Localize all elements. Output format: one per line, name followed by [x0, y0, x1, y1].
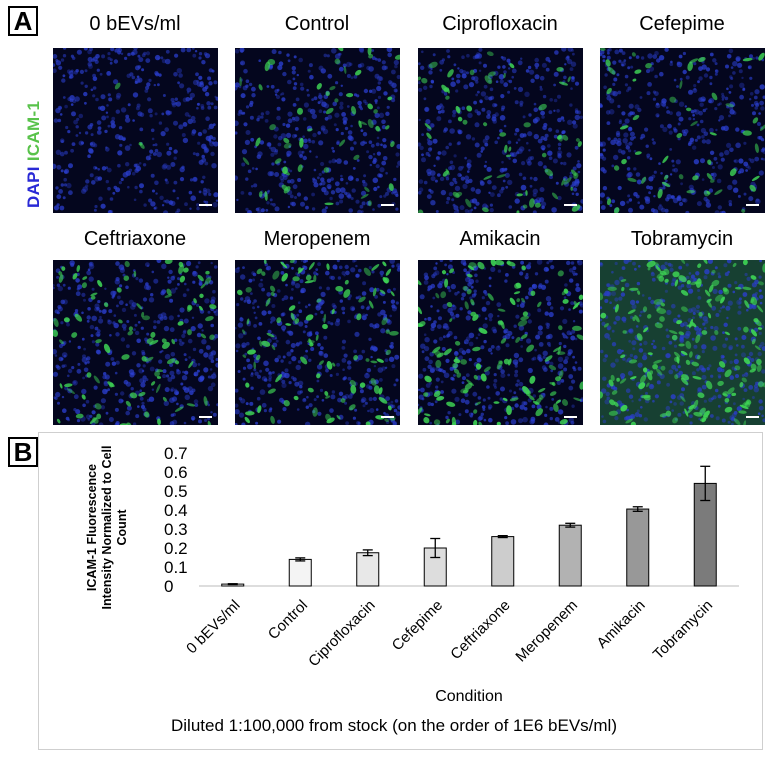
stain-label: DAPI ICAM-1 — [24, 101, 44, 208]
y-tick-label: 0.5 — [164, 482, 188, 501]
x-tick-label: 0 bEVs/ml — [183, 597, 243, 657]
micrograph-image — [418, 48, 583, 213]
micrograph-label: Amikacin — [459, 228, 541, 250]
y-tick-label: 0.3 — [164, 520, 188, 539]
x-tick-label: Amikacin — [594, 597, 649, 652]
y-tick-label: 0.6 — [164, 463, 188, 482]
y-tick-label: 0.2 — [164, 539, 188, 558]
micrograph-label: Cefepime — [639, 13, 725, 35]
stain-icam-label: ICAM-1 — [24, 100, 43, 162]
scale-bar — [381, 204, 394, 206]
micrograph-image — [53, 48, 218, 213]
x-tick-label: Ceftriaxone — [447, 597, 513, 663]
micrograph-image — [600, 260, 765, 425]
micrograph-cells — [53, 260, 218, 425]
y-tick-label: 0.4 — [164, 501, 188, 520]
y-tick-label: 0.1 — [164, 558, 188, 577]
bar — [491, 536, 515, 587]
stain-dapi-label: DAPI — [24, 166, 43, 208]
y-axis-label-line: ICAM-1 Fluorescence — [85, 464, 99, 591]
x-tick-label: Ciprofloxacin — [305, 597, 378, 670]
scale-bar — [199, 416, 212, 418]
chart-caption: Diluted 1:100,000 from stock (on the ord… — [171, 716, 617, 735]
x-tick-label: Cefepime — [389, 597, 446, 654]
y-axis-label: ICAM-1 FluorescenceIntensity Normalized … — [85, 446, 129, 610]
micrograph-label: Ceftriaxone — [83, 228, 187, 250]
x-tick-label: Meropenem — [512, 597, 581, 666]
micrograph-cells — [418, 48, 583, 213]
micrograph-label: 0 bEVs/ml — [89, 13, 181, 35]
micrograph-label: Ciprofloxacin — [442, 13, 558, 35]
micrograph-image — [235, 260, 400, 425]
bar — [558, 524, 582, 587]
micrograph-image — [600, 48, 765, 213]
scale-bar — [746, 416, 759, 418]
micrograph-cells — [53, 48, 218, 213]
micrograph-cells — [600, 48, 765, 213]
scale-bar — [564, 204, 577, 206]
bar — [626, 508, 650, 587]
micrograph-label: Tobramycin — [630, 228, 734, 250]
y-tick-label: 0 — [164, 577, 173, 596]
micrograph-cells — [600, 260, 765, 425]
bar — [288, 558, 312, 587]
micrograph-cells — [235, 48, 400, 213]
micrograph-image — [235, 48, 400, 213]
y-axis-label-line: Intensity Normalized to Cell — [100, 446, 114, 610]
bar — [356, 552, 380, 587]
panel-a-letter: A — [8, 6, 38, 36]
scale-bar — [564, 416, 577, 418]
scale-bar — [199, 204, 212, 206]
y-axis-label-line: Count — [115, 509, 129, 546]
scale-bar — [746, 204, 759, 206]
x-tick-label: Tobramycin — [650, 597, 716, 663]
panel-b-letter: B — [8, 437, 38, 467]
micrograph-cells — [235, 260, 400, 425]
micrograph-label: Meropenem — [263, 228, 371, 250]
x-tick-label: Control — [265, 597, 311, 643]
bar-chart: 00.10.20.30.40.50.60.7 ICAM-1 Fluorescenc… — [85, 444, 739, 735]
y-tick-label: 0.7 — [164, 444, 188, 463]
chart-container: 0 0.1 0.2 0.3 0.4 0.5 0.6 0.7 ICAM-1 Fluorescenc… — [38, 432, 763, 750]
scale-bar — [381, 416, 394, 418]
micrograph-image — [418, 260, 583, 425]
micrograph-cells — [418, 260, 583, 425]
x-axis-label: Condition — [435, 688, 503, 705]
micrograph-image — [53, 260, 218, 425]
micrograph-label: Control — [284, 13, 350, 35]
